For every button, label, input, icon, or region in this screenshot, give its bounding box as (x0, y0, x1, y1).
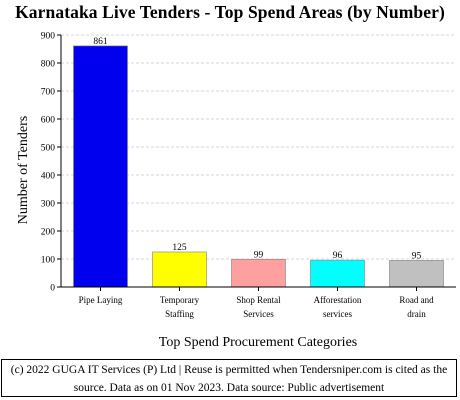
bar-value-label: 96 (333, 251, 343, 261)
footer-line-2: source. Data as on 01 Nov 2023. Data sou… (73, 382, 385, 394)
x-category-label: Pipe Laying (79, 295, 123, 305)
y-tick-label: 900 (41, 32, 56, 42)
labels: 0 100 200 300 400 500 600 700 800 900 861 Pipe Layi… (41, 32, 434, 320)
x-category-label: Road and (399, 295, 434, 305)
bar (152, 251, 207, 288)
chart-title: Karnataka Live Tenders - Top Spend Areas… (15, 2, 445, 22)
bar (389, 260, 444, 288)
y-tick-label: 600 (41, 116, 56, 126)
bar-value-label: 861 (93, 37, 108, 47)
x-category-label: Services (243, 309, 274, 319)
y-tick-label: 300 (41, 200, 56, 210)
y-tick-label: 400 (41, 172, 56, 182)
bars (73, 45, 444, 288)
footer-line-1: (c) 2022 GUGA IT Services (P) Ltd | Reus… (10, 364, 448, 376)
y-tick-label: 200 (41, 228, 56, 238)
y-axis-title: Number of Tenders (16, 116, 31, 224)
bar (310, 259, 365, 288)
x-axis-title: Top Spend Procurement Categories (159, 335, 357, 350)
y-tick-label: 500 (41, 144, 56, 154)
x-category-label: drain (407, 309, 426, 319)
bar (231, 258, 286, 288)
bar-value-label: 95 (412, 251, 422, 261)
x-category-label: Staffing (165, 309, 194, 319)
y-tick-label: 700 (41, 88, 56, 98)
y-tick-label: 0 (50, 284, 55, 294)
x-category-label: Shop Rental (236, 295, 281, 305)
y-tick-label: 800 (41, 60, 56, 70)
y-tick-label: 100 (41, 256, 56, 266)
bar (73, 45, 128, 288)
bar-value-label: 99 (254, 250, 264, 260)
copyright-footer: (c) 2022 GUGA IT Services (P) Ltd | Reus… (1, 359, 457, 397)
x-category-label: services (323, 309, 352, 319)
bar-value-label: 125 (172, 243, 187, 253)
x-category-label: Afforestation (314, 295, 362, 305)
x-category-label: Temporary (160, 295, 200, 305)
